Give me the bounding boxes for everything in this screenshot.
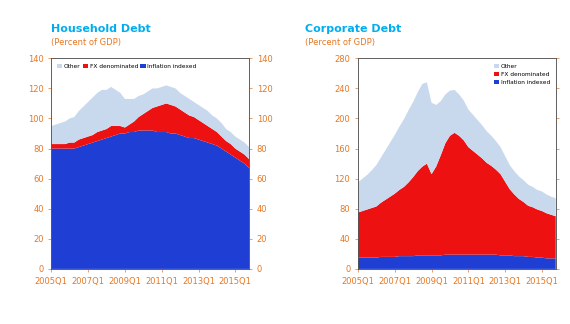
- Legend: Other, FX denominated, Inflation indexed: Other, FX denominated, Inflation indexed: [494, 64, 551, 86]
- Text: (Percent of GDP): (Percent of GDP): [51, 38, 121, 47]
- Text: Household Debt: Household Debt: [51, 24, 151, 34]
- Text: Corporate Debt: Corporate Debt: [305, 24, 401, 34]
- Legend: Other, FX denominated, Inflation indexed: Other, FX denominated, Inflation indexed: [56, 64, 197, 70]
- Text: (Percent of GDP): (Percent of GDP): [305, 38, 375, 47]
